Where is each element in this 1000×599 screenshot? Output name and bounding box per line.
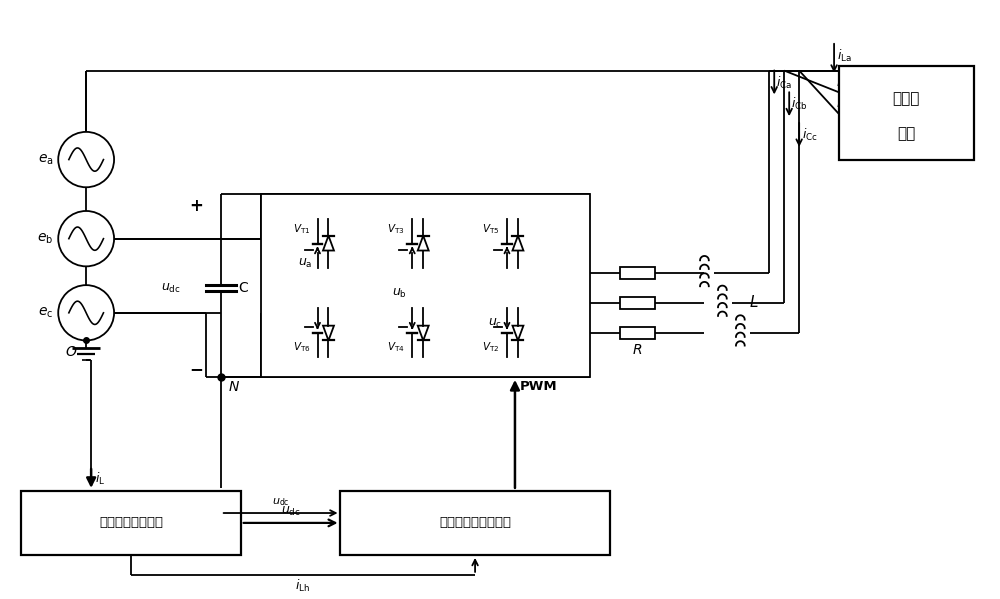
Text: $u_{\rm dc}$: $u_{\rm dc}$ (281, 505, 300, 518)
Text: $V_{\rm T5}$: $V_{\rm T5}$ (482, 222, 500, 235)
Text: $u_{\rm dc}$: $u_{\rm dc}$ (272, 497, 289, 508)
Text: R: R (632, 343, 642, 358)
Bar (620, 297, 655, 309)
Text: 控制系统和驱动电路: 控制系统和驱动电路 (439, 516, 511, 530)
Text: −: − (189, 360, 203, 378)
Text: 谐波电流检测电路: 谐波电流检测电路 (99, 516, 163, 530)
Bar (620, 267, 655, 279)
Text: L: L (749, 295, 758, 310)
Text: $i_{\rm Cb}$: $i_{\rm Cb}$ (791, 96, 808, 112)
Bar (21, 491, 241, 555)
Text: $i_{\rm Ca}$: $i_{\rm Ca}$ (776, 74, 792, 90)
Text: $u_{\rm c}$: $u_{\rm c}$ (488, 316, 502, 329)
Text: $i_{\rm La}$: $i_{\rm La}$ (837, 48, 852, 64)
Text: 负载: 负载 (897, 126, 915, 141)
Text: $u_{\rm a}$: $u_{\rm a}$ (298, 257, 313, 270)
Text: PWM: PWM (520, 380, 558, 393)
Text: $e_{\rm c}$: $e_{\rm c}$ (38, 305, 53, 320)
Text: $V_{\rm T6}$: $V_{\rm T6}$ (293, 341, 310, 355)
Text: $i_{\rm Lh}$: $i_{\rm Lh}$ (295, 578, 311, 594)
Bar (340, 491, 610, 555)
Bar (620, 326, 655, 338)
Text: $V_{\rm T4}$: $V_{\rm T4}$ (387, 341, 405, 355)
Text: $i_{\rm Cc}$: $i_{\rm Cc}$ (802, 127, 818, 143)
Text: C: C (239, 281, 248, 295)
Text: $V_{\rm T3}$: $V_{\rm T3}$ (387, 222, 405, 235)
Bar (839, 66, 974, 159)
Text: $e_{\rm a}$: $e_{\rm a}$ (38, 152, 53, 167)
Text: $i_{\rm Lc}$: $i_{\rm Lc}$ (836, 96, 851, 112)
Text: $e_{\rm b}$: $e_{\rm b}$ (37, 231, 53, 246)
Text: $V_{\rm T2}$: $V_{\rm T2}$ (482, 341, 499, 355)
Text: 非线性: 非线性 (893, 91, 920, 106)
Text: $u_{\rm dc}$: $u_{\rm dc}$ (161, 282, 181, 295)
Text: +: + (189, 197, 203, 215)
Text: $V_{\rm T1}$: $V_{\rm T1}$ (293, 222, 310, 235)
Text: O: O (66, 346, 77, 359)
Bar (261, 194, 590, 377)
Text: $i_{\rm Lb}$: $i_{\rm Lb}$ (836, 74, 851, 90)
Text: $i_{\rm L}$: $i_{\rm L}$ (95, 471, 105, 487)
Text: N: N (229, 380, 239, 394)
Text: $u_{\rm b}$: $u_{\rm b}$ (392, 287, 407, 300)
